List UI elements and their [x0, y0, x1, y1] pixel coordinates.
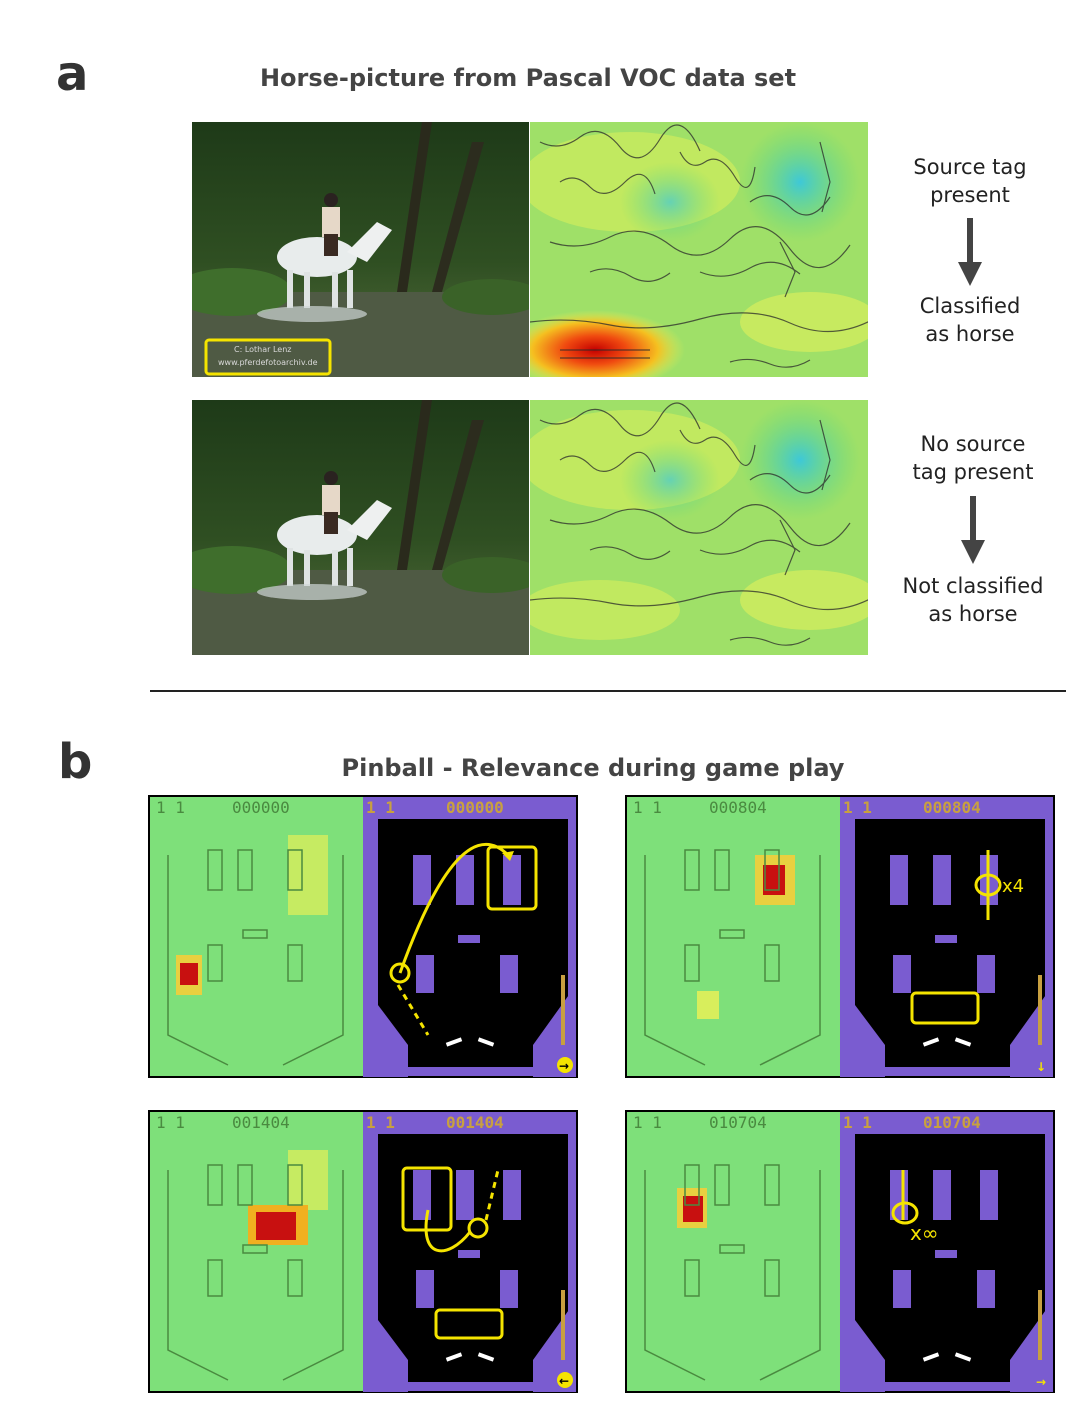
heatmap-score-4: 010704: [709, 1113, 767, 1132]
panel-a-title: Horse-picture from Pascal VOC data set: [259, 64, 797, 92]
source-tag-line1: C: Lothar Lenz: [234, 345, 291, 354]
relevance-heatmap-without-tag: [530, 400, 868, 655]
horse-photo-with-tag: C: Lothar Lenz www.pferdefotoarchiv.de: [192, 122, 529, 377]
horse-photo-without-tag: [192, 400, 529, 655]
row1-label-top: Source tag present: [913, 155, 1027, 207]
row1-label-bottom: Classified as horse: [919, 294, 1021, 346]
svg-text:1 1: 1 1: [843, 1113, 872, 1132]
relevance-heatmap-with-tag: [530, 122, 868, 377]
game-score-2: 000804: [923, 798, 981, 817]
frame2-annotation: x4: [1002, 876, 1024, 897]
corner-arrow-left-icon: ←: [559, 1374, 569, 1388]
source-tag-line2: www.pferdefotoarchiv.de: [218, 358, 318, 367]
svg-text:1 1: 1 1: [843, 798, 872, 817]
svg-text:1 1: 1 1: [633, 798, 662, 817]
row1-down-arrow: [958, 218, 982, 286]
pinball-frame-3: 1 1 001404 1 1 001404 ←: [148, 1110, 578, 1393]
corner-arrow-right-icon: →: [559, 1059, 569, 1073]
game-score-4: 010704: [923, 1113, 981, 1132]
panel-b-title: Pinball - Relevance during game play: [341, 754, 845, 782]
heatmap-score-2: 000804: [709, 798, 767, 817]
row2-label-bottom: Not classified as horse: [902, 574, 1044, 626]
frame4-annotation: x∞: [910, 1221, 939, 1245]
pinball-frame-1: 1 1 000000 1 1 000000 →: [148, 795, 578, 1078]
panel-a-letter: a: [56, 46, 89, 102]
corner-arrow-right-icon-2: →: [1036, 1375, 1046, 1389]
pinball-frame-4: 1 1 010704 1 1 010704 x∞ →: [625, 1110, 1055, 1393]
game-score-3: 001404: [446, 1113, 504, 1132]
svg-text:1 1: 1 1: [366, 798, 395, 817]
corner-arrow-down-icon: ↓: [1036, 1060, 1046, 1074]
svg-text:1 1: 1 1: [156, 798, 185, 817]
section-divider: [150, 690, 1066, 692]
heatmap-score-1: 000000: [232, 798, 290, 817]
svg-text:1 1: 1 1: [633, 1113, 662, 1132]
heatmap-score-3: 001404: [232, 1113, 290, 1132]
svg-text:1 1: 1 1: [366, 1113, 395, 1132]
game-score-1: 000000: [446, 798, 504, 817]
row2-down-arrow: [961, 496, 985, 564]
panel-b-letter: b: [58, 734, 93, 790]
svg-text:1 1: 1 1: [156, 1113, 185, 1132]
row2-label-top: No source tag present: [912, 432, 1034, 484]
pinball-frame-2: 1 1 000804 1 1 000804 x4 ↓: [625, 795, 1055, 1078]
